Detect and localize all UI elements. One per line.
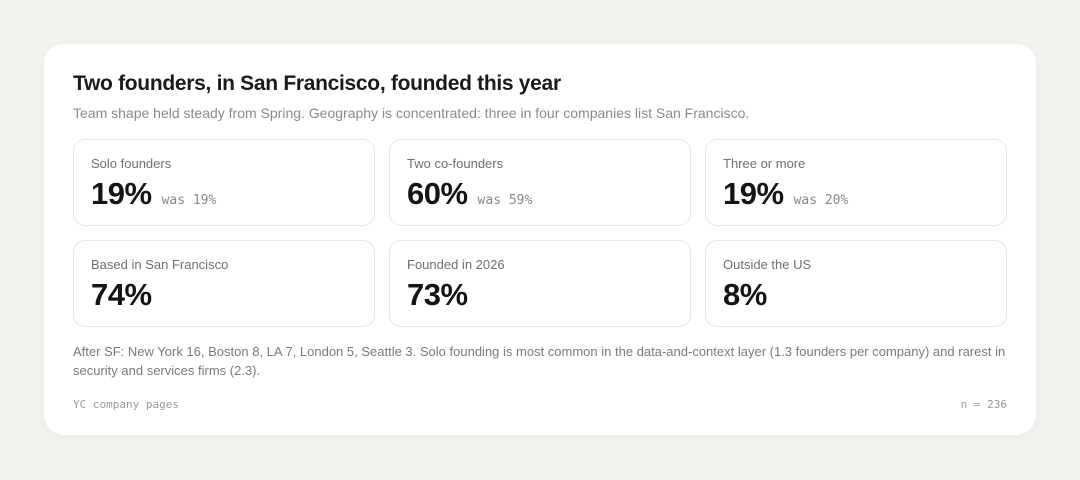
title: Two founders, in San Francisco, founded … xyxy=(73,72,561,95)
note: After SF: New York 16, Boston 8, LA 7, L… xyxy=(73,344,1006,378)
stat-tile: Two co-founders 60% was 59% xyxy=(389,139,691,226)
stat-tile: Solo founders 19% was 19% xyxy=(73,139,375,226)
stat-previous: was 20% xyxy=(793,193,849,208)
stat-value: 74% xyxy=(91,277,152,312)
sample-size: n = 236 xyxy=(960,398,1007,411)
footer: YC company pages n = 236 xyxy=(73,398,1007,411)
stat-tile: Three or more 19% was 20% xyxy=(705,139,1007,226)
stat-previous: was 19% xyxy=(161,193,217,208)
stat-row: 60% was 59% xyxy=(407,176,673,212)
tile-grid: Solo founders 19% was 19% Two co-founders 60… xyxy=(73,139,1007,327)
stat-label: Founded in 2026 xyxy=(407,257,505,272)
stat-label: Three or more xyxy=(723,156,806,171)
stat-tile: Founded in 2026 73% xyxy=(389,240,691,327)
stat-row: 74% xyxy=(91,277,357,313)
stat-label: Outside the US xyxy=(723,257,812,272)
stat-value: 60% xyxy=(407,176,468,211)
stat-label: Based in San Francisco xyxy=(91,257,229,272)
subtitle: Team shape held steady from Spring. Geog… xyxy=(73,105,750,121)
stat-row: 8% xyxy=(723,277,989,313)
stat-label: Two co-founders xyxy=(407,156,504,171)
stat-previous: was 59% xyxy=(477,193,533,208)
stat-value: 19% xyxy=(723,176,784,211)
stat-row: 19% was 19% xyxy=(91,176,357,212)
source: YC company pages xyxy=(73,398,179,411)
stat-value: 19% xyxy=(91,176,152,211)
stat-label: Solo founders xyxy=(91,156,172,171)
stat-row: 73% xyxy=(407,277,673,313)
stat-row: 19% was 20% xyxy=(723,176,989,212)
stat-value: 73% xyxy=(407,277,468,312)
stat-tile: Based in San Francisco 74% xyxy=(73,240,375,327)
stat-tile: Outside the US 8% xyxy=(705,240,1007,327)
card: Two founders, in San Francisco, founded … xyxy=(44,44,1036,435)
stat-value: 8% xyxy=(723,277,767,312)
